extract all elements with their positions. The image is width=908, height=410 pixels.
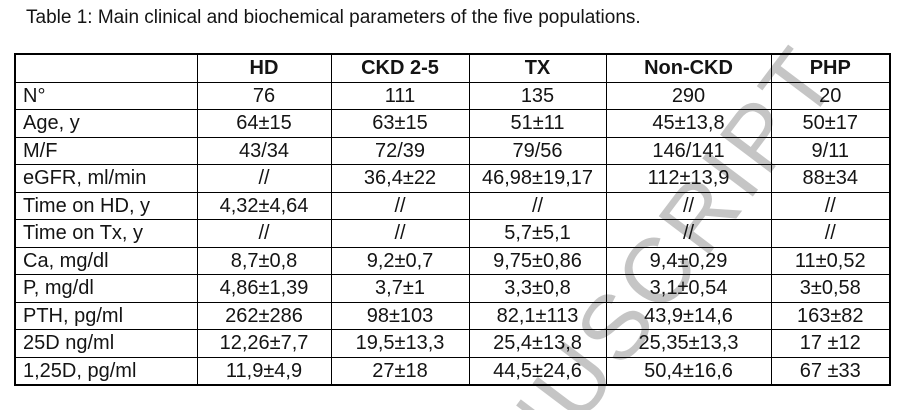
cell-value: 3,3±0,8 bbox=[468, 274, 607, 303]
cell-value: 44,5±24,6 bbox=[468, 356, 607, 386]
row-label: eGFR, ml/min bbox=[14, 164, 198, 193]
table-row: Time on HD, y 4,32±4,64//////// bbox=[14, 191, 891, 220]
row-label: Time on Tx, y bbox=[14, 219, 198, 248]
cell-value: 46,98±19,17 bbox=[468, 164, 607, 193]
cell-value: 25,35±13,3 bbox=[605, 329, 772, 358]
table-row: M/F 43/34 72/39 79/56 146/141 9/11 bbox=[14, 136, 891, 165]
cell-value: 5,7±5,1 bbox=[468, 219, 607, 248]
row-label: Time on HD, y bbox=[14, 191, 198, 220]
row-label: 25D ng/ml bbox=[14, 329, 198, 358]
cell-value: // bbox=[196, 164, 332, 193]
cell-value: 19,5±13,3 bbox=[330, 329, 470, 358]
row-label: 1,25D, pg/ml bbox=[14, 356, 198, 386]
cell-value: 3±0,58 bbox=[770, 274, 891, 303]
row-label: Ca, mg/dl bbox=[14, 246, 198, 275]
cell-value: // bbox=[605, 219, 772, 248]
cell-value: 98±103 bbox=[330, 301, 470, 330]
cell-value: 82,1±113 bbox=[468, 301, 607, 330]
cell-value: 67 ±33 bbox=[770, 356, 891, 386]
cell-value: 51±11 bbox=[468, 109, 607, 138]
column-header-nonckd: Non-CKD bbox=[605, 53, 772, 83]
cell-value: 50,4±16,6 bbox=[605, 356, 772, 386]
column-header-tx: TX bbox=[468, 53, 607, 83]
cell-value: 50±17 bbox=[770, 109, 891, 138]
cell-value: 9,4±0,29 bbox=[605, 246, 772, 275]
table-row: P, mg/dl 4,86±1,39 3,7±1 3,3±0,8 3,1±0,54 3±0… bbox=[14, 274, 891, 303]
cell-value: 64±15 bbox=[196, 109, 332, 138]
cell-value: 43/34 bbox=[196, 136, 332, 165]
cell-value: 8,7±0,8 bbox=[196, 246, 332, 275]
cell-value: 20 bbox=[770, 81, 891, 110]
cell-value: // bbox=[196, 219, 332, 248]
column-header-php: PHP bbox=[770, 53, 891, 83]
column-header-empty bbox=[14, 53, 198, 83]
cell-value: // bbox=[330, 219, 470, 248]
table-row: Ca, mg/dl 8,7±0,8 9,2±0,7 9,75±0,86 9,4±0,29… bbox=[14, 246, 891, 275]
cell-value: // bbox=[468, 191, 607, 220]
cell-value: 11±0,52 bbox=[770, 246, 891, 275]
table-body: N° 76 111 135 290 20 Age, y 64±15 63±15 51±11 45±1… bbox=[14, 81, 891, 386]
cell-value: 9/11 bbox=[770, 136, 891, 165]
cell-value: 146/141 bbox=[605, 136, 772, 165]
cell-value: // bbox=[770, 191, 891, 220]
table-row: PTH, pg/ml 262±286 98±103 82,1±113 43,9±14,6… bbox=[14, 301, 891, 330]
cell-value: 9,2±0,7 bbox=[330, 246, 470, 275]
cell-value: 163±82 bbox=[770, 301, 891, 330]
column-header-hd: HD bbox=[196, 53, 332, 83]
table-row: Time on Tx, y////5,7±5,1//// bbox=[14, 219, 891, 248]
row-label: Age, y bbox=[14, 109, 198, 138]
cell-value: 3,1±0,54 bbox=[605, 274, 772, 303]
row-label: P, mg/dl bbox=[14, 274, 198, 303]
cell-value: 9,75±0,86 bbox=[468, 246, 607, 275]
parameters-table: HD CKD 2-5 TX Non-CKD PHP N° 76 111 135 290 2… bbox=[14, 53, 891, 386]
cell-value: 63±15 bbox=[330, 109, 470, 138]
cell-value: 88±34 bbox=[770, 164, 891, 193]
cell-value: 111 bbox=[330, 81, 470, 110]
cell-value: 135 bbox=[468, 81, 607, 110]
cell-value: 72/39 bbox=[330, 136, 470, 165]
table-row: Age, y 64±15 63±15 51±11 45±13,8 50±17 bbox=[14, 109, 891, 138]
row-label: N° bbox=[14, 81, 198, 110]
cell-value: 3,7±1 bbox=[330, 274, 470, 303]
cell-value: 36,4±22 bbox=[330, 164, 470, 193]
table-header-row: HD CKD 2-5 TX Non-CKD PHP bbox=[14, 53, 891, 83]
cell-value: // bbox=[770, 219, 891, 248]
cell-value: 11,9±4,9 bbox=[196, 356, 332, 386]
table-row: 25D ng/ml 12,26±7,7 19,5±13,3 25,4±13,8 25,3… bbox=[14, 329, 891, 358]
cell-value: 4,32±4,64 bbox=[196, 191, 332, 220]
column-header-ckd25: CKD 2-5 bbox=[330, 53, 470, 83]
table-row: eGFR, ml/min//36,4±22 46,98±19,17 112±13,9… bbox=[14, 164, 891, 193]
cell-value: 290 bbox=[605, 81, 772, 110]
cell-value: 76 bbox=[196, 81, 332, 110]
cell-value: 25,4±13,8 bbox=[468, 329, 607, 358]
table-row: N° 76 111 135 290 20 bbox=[14, 81, 891, 110]
cell-value: 112±13,9 bbox=[605, 164, 772, 193]
table-caption: Table 1: Main clinical and biochemical p… bbox=[26, 7, 641, 28]
row-label: PTH, pg/ml bbox=[14, 301, 198, 330]
row-label: M/F bbox=[14, 136, 198, 165]
cell-value: 4,86±1,39 bbox=[196, 274, 332, 303]
cell-value: // bbox=[605, 191, 772, 220]
cell-value: 12,26±7,7 bbox=[196, 329, 332, 358]
cell-value: // bbox=[330, 191, 470, 220]
cell-value: 79/56 bbox=[468, 136, 607, 165]
cell-value: 27±18 bbox=[330, 356, 470, 386]
cell-value: 17 ±12 bbox=[770, 329, 891, 358]
table-row: 1,25D, pg/ml 11,9±4,9 27±18 44,5±24,6 50,4±1… bbox=[14, 356, 891, 386]
cell-value: 43,9±14,6 bbox=[605, 301, 772, 330]
cell-value: 45±13,8 bbox=[605, 109, 772, 138]
cell-value: 262±286 bbox=[196, 301, 332, 330]
